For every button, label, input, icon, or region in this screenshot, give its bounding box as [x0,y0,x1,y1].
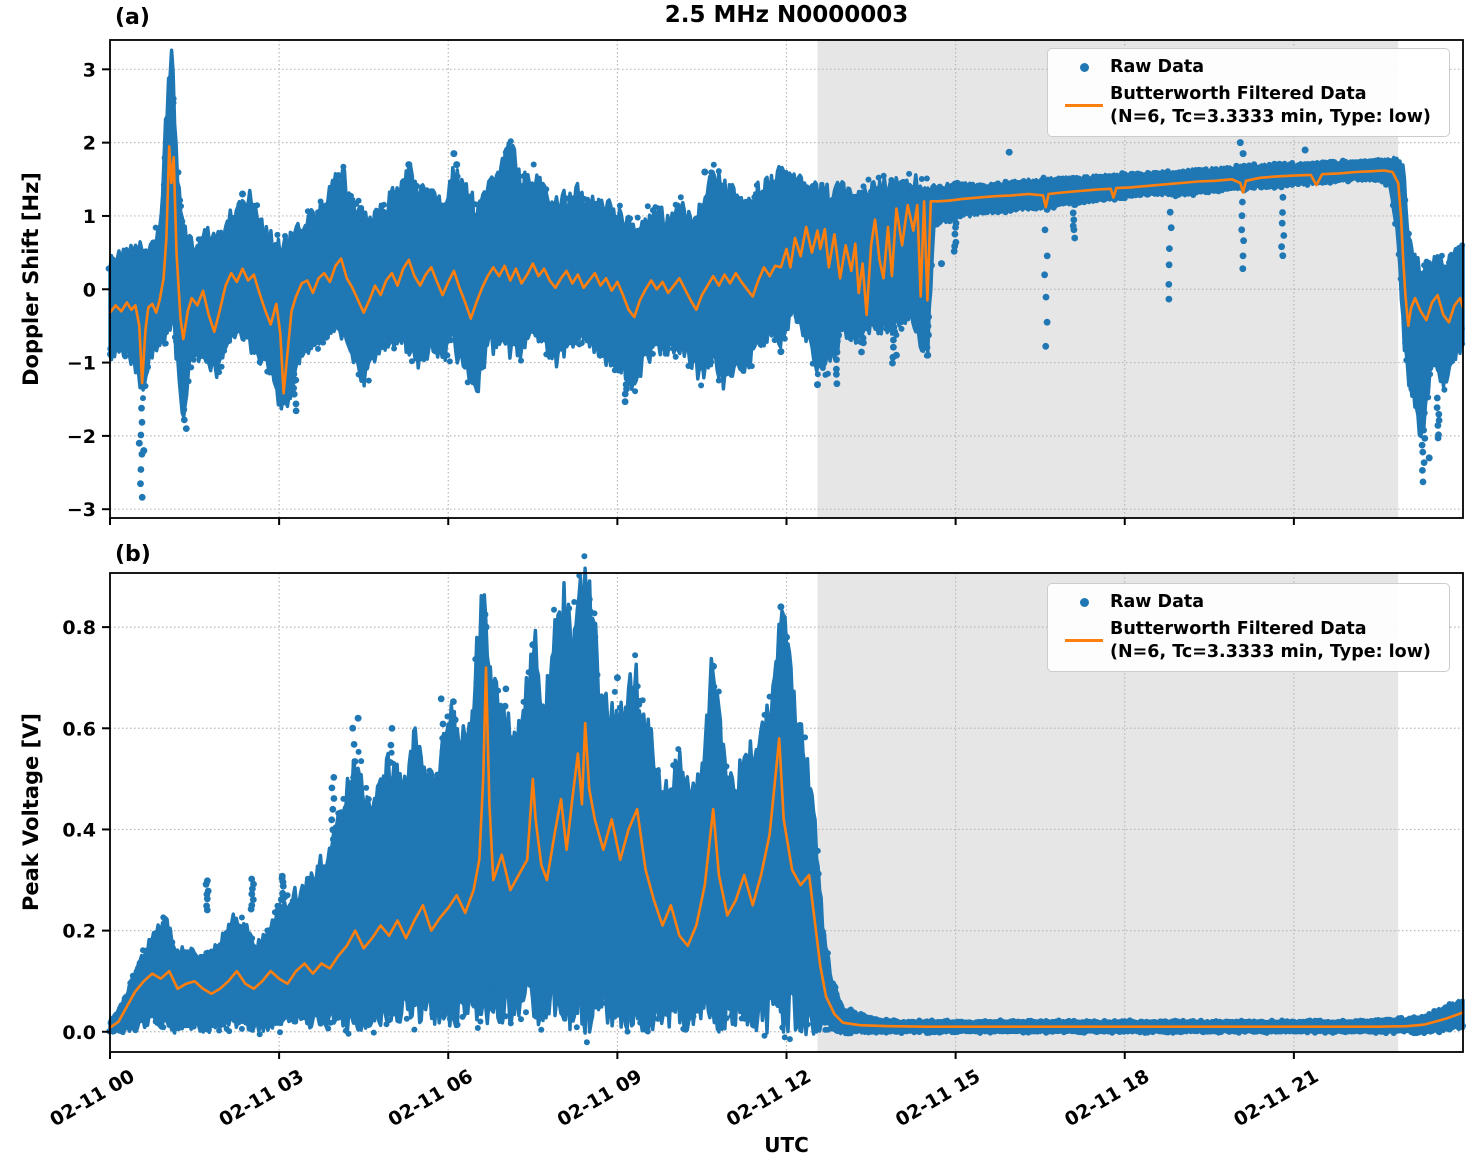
legend-label-raw: Raw Data [1110,592,1205,612]
x-tick-label: 02-11 09 [554,1065,646,1131]
x-tick-label: 02-11 18 [1061,1065,1153,1131]
legend-item-filtered-data: Butterworth Filtered Data (N=6, Tc=3.333… [1058,83,1439,129]
panel-b-y-axis-label: Peak Voltage [V] [19,712,43,912]
y-tick-label: −3 [67,499,96,521]
legend-item-raw-data: Raw Data [1058,56,1439,79]
y-tick-label: 0.6 [62,718,96,740]
legend-panel-a: Raw Data Butterworth Filtered Data (N=6,… [1047,48,1450,138]
y-tick-label: 0.8 [62,617,96,639]
panel-a-y-axis-label: Doppler Shift [Hz] [19,172,43,386]
y-tick-label: 0.2 [62,921,96,943]
filtered-data-line [108,666,1465,1029]
legend-label-raw: Raw Data [1110,57,1205,77]
y-tick-label: 0.4 [62,819,96,841]
filtered-data-line [108,145,1465,395]
raw-data-marker-icon [1079,62,1089,72]
legend-item-raw-data: Raw Data [1058,591,1439,614]
x-tick-label: 02-11 06 [384,1065,476,1131]
legend-item-filtered-data: Butterworth Filtered Data (N=6, Tc=3.333… [1058,618,1439,664]
filtered-line-marker-icon [1065,104,1103,107]
legend-label-filtered: Butterworth Filtered Data [1110,83,1367,104]
y-tick-label: −1 [67,353,96,375]
x-tick-label: 02-11 12 [723,1065,815,1131]
y-tick-label: 0.0 [62,1022,96,1044]
x-tick-label: 02-11 00 [46,1065,138,1131]
y-tick-label: 1 [83,206,96,228]
x-axis-label: UTC [764,1133,809,1157]
legend-panel-b: Raw Data Butterworth Filtered Data (N=6,… [1047,583,1450,673]
x-tick-label: 02-11 21 [1230,1065,1322,1131]
x-tick-label: 02-11 03 [215,1065,307,1131]
y-tick-label: 0 [83,279,96,301]
raw-data-scatter [106,553,1466,1046]
x-tick-label: 02-11 15 [892,1065,984,1131]
y-tick-label: −2 [67,426,96,448]
legend-label-filtered: Butterworth Filtered Data [1110,618,1367,639]
panel-a-label: (a) [115,5,150,30]
y-tick-label: 2 [83,133,96,155]
raw-data-scatter [105,88,1466,501]
panel-b-label: (b) [115,542,151,567]
legend-sublabel-filtered: (N=6, Tc=3.3333 min, Type: low) [1110,641,1431,662]
legend-sublabel-filtered: (N=6, Tc=3.3333 min, Type: low) [1110,106,1431,127]
raw-data-marker-icon [1079,597,1089,607]
y-tick-label: 3 [83,59,96,81]
figure-title: 2.5 MHz N0000003 [664,2,909,28]
filtered-line-marker-icon [1065,639,1103,642]
